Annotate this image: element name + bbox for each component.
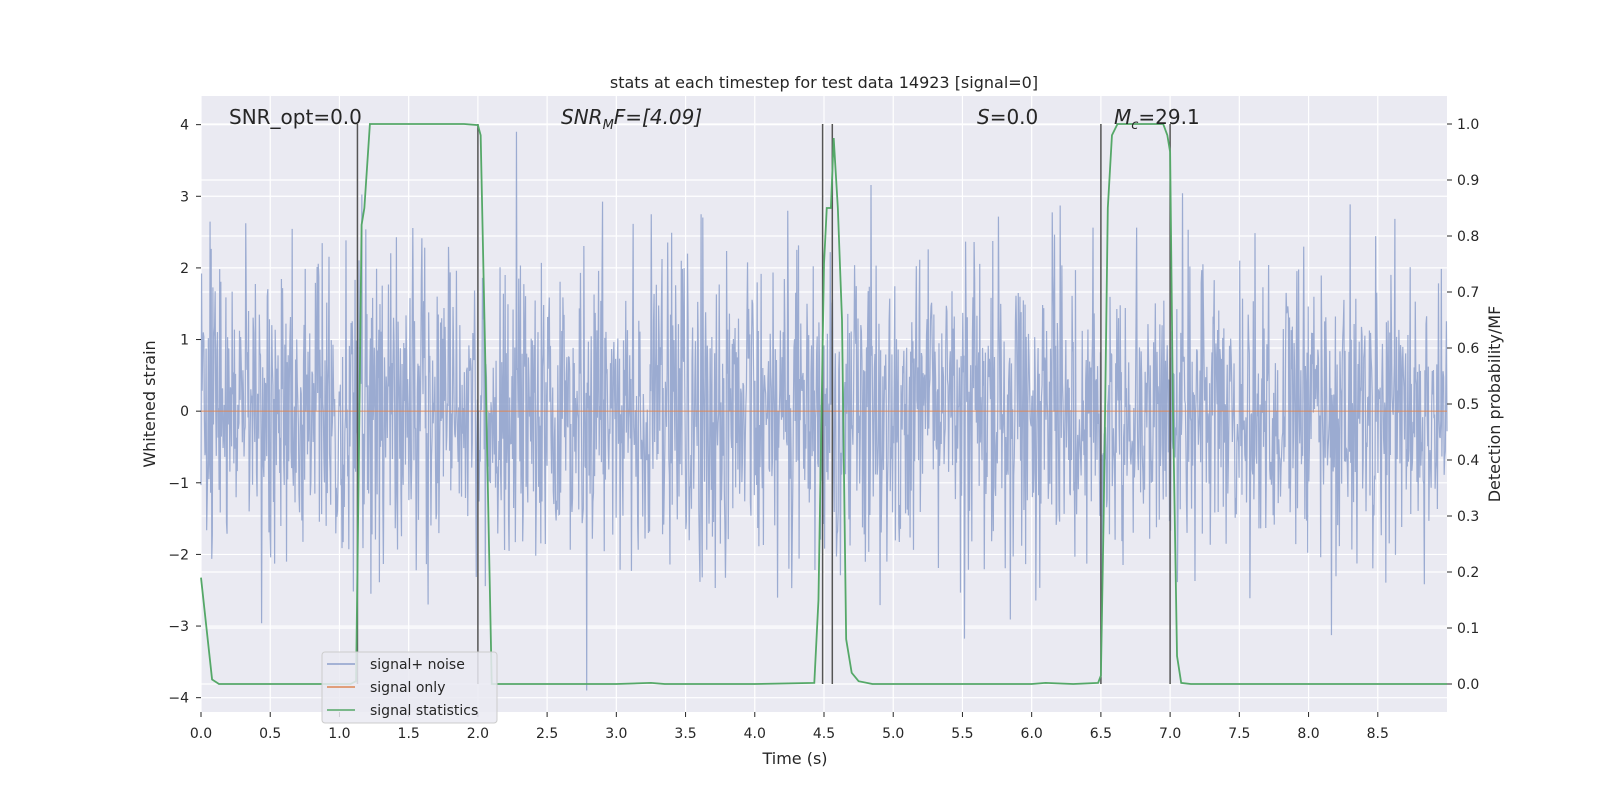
x-tick-label: 4.5 [813, 726, 835, 742]
y-axis-left-label: Whitened strain [140, 340, 159, 467]
signal-statistics-line [200, 123, 1447, 685]
x-tick-label: 1.5 [398, 726, 420, 742]
x-tick-label: 3.0 [605, 726, 627, 742]
y-right-tick-label: 0.9 [1457, 173, 1479, 189]
y-right-tick-label: 0.7 [1457, 285, 1479, 301]
annotation-mc-sub: c [1131, 118, 1138, 133]
x-tick-label: 2.5 [536, 726, 558, 742]
annotation-snr-opt: SNR_opt=0.0 [229, 105, 362, 129]
y-left-tick-label: −1 [168, 476, 189, 492]
x-tick-label: 3.5 [674, 726, 696, 742]
y-right-tick-label: 0.6 [1457, 341, 1479, 357]
annotation-mc: Mc=29.1 [1114, 105, 1200, 133]
y-axis-right-label: Detection probability/MF [1485, 306, 1504, 503]
noise-line [200, 131, 1448, 691]
annotation-s-rest: =0.0 [990, 105, 1039, 129]
annotation-snr-mf: SNRMF=[4.09] [561, 105, 702, 133]
x-tick-label: 6.5 [1090, 726, 1112, 742]
x-tick-label: 8.5 [1367, 726, 1389, 742]
x-tick-label: 5.0 [882, 726, 904, 742]
annotation-snr-mf-rest: F=[4.09] [614, 105, 702, 129]
annotation-snr-mf-main: SNR [561, 105, 603, 129]
x-tick-label: 4.0 [744, 726, 766, 742]
legend: signal+ noise signal only signal statist… [321, 651, 498, 724]
y-right-tick-label: 0.8 [1457, 229, 1479, 245]
legend-label-stats: signal statistics [370, 703, 478, 719]
y-right-tick-label: 0.4 [1457, 453, 1479, 469]
signal-statistics-series [200, 123, 1447, 685]
y-right-tick-label: 0.0 [1457, 677, 1479, 693]
y-right-tick-label: 0.1 [1457, 621, 1479, 637]
y-right-tick-label: 0.3 [1457, 509, 1479, 525]
y-right-tick-label: 0.5 [1457, 397, 1479, 413]
x-tick-label: 7.5 [1228, 726, 1250, 742]
ticks: 0.0 0.5 1.0 1.5 2.0 2.5 3.0 3.5 4.0 4.5 5.0 5.5 6.0 6… [168, 117, 1479, 742]
y-right-tick-label: 1.0 [1457, 117, 1479, 133]
annotation-mc-rest: =29.1 [1138, 105, 1199, 129]
x-tick-label: 0.5 [259, 726, 281, 742]
x-axis-label: Time (s) [761, 749, 827, 768]
x-tick-label: 7.0 [1159, 726, 1181, 742]
annotation-mc-main: M [1114, 105, 1131, 129]
annotation-snr-mf-sub: M [603, 118, 614, 133]
y-left-tick-label: −2 [168, 547, 189, 563]
y-left-tick-label: −3 [168, 619, 189, 635]
x-tick-label: 8.0 [1297, 726, 1319, 742]
y-left-tick-label: −4 [168, 691, 189, 707]
x-tick-label: 6.0 [1021, 726, 1043, 742]
annotation-s: S=0.0 [977, 105, 1038, 129]
y-right-tick-label: 0.2 [1457, 565, 1479, 581]
noise-series [200, 131, 1448, 691]
x-tick-label: 5.5 [951, 726, 973, 742]
legend-box [321, 651, 498, 724]
legend-label-signal-only: signal only [370, 680, 445, 696]
x-tick-label: 2.0 [467, 726, 489, 742]
annotation-s-italic: S [977, 105, 990, 129]
y-left-tick-label: 0 [180, 404, 189, 420]
legend-label-noise: signal+ noise [370, 657, 465, 673]
chart-title: stats at each timestep for test data 149… [610, 73, 1038, 92]
y-left-tick-label: 2 [180, 261, 189, 277]
x-tick-label: 1.0 [328, 726, 350, 742]
y-left-tick-label: 3 [180, 189, 189, 205]
x-tick-label: 0.0 [190, 726, 212, 742]
y-left-tick-label: 4 [180, 118, 189, 134]
y-left-tick-label: 1 [180, 333, 189, 349]
